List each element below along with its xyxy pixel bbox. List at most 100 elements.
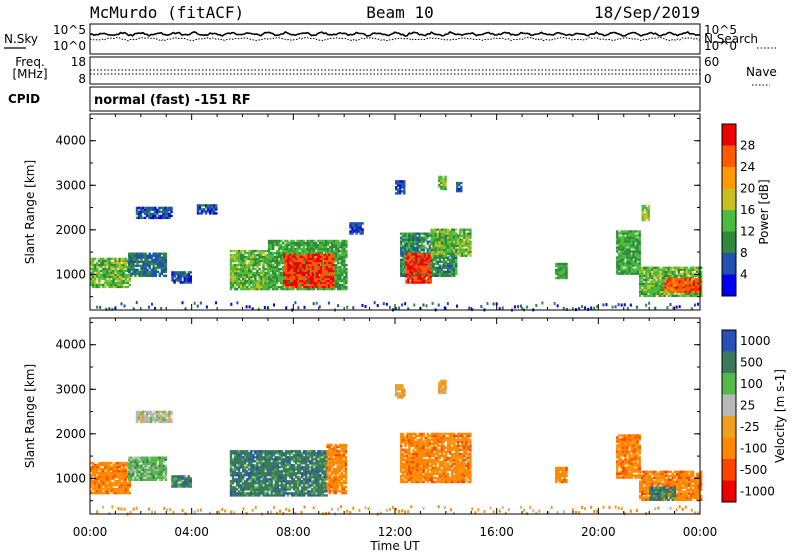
- heatmap-cell: [146, 254, 149, 257]
- heatmap-cell: [282, 245, 285, 249]
- heatmap-cell: [177, 277, 180, 280]
- heatmap-cell: [266, 257, 269, 261]
- heatmap-cell: [160, 458, 164, 461]
- heatmap-cell: [643, 206, 646, 210]
- heatmap-cell: [98, 269, 101, 273]
- heatmap-cell: [96, 275, 99, 279]
- heatmap-cell: [440, 238, 444, 241]
- heatmap-cell: [120, 489, 123, 493]
- heatmap-cell: [343, 249, 346, 253]
- heatmap-cell: [694, 278, 698, 281]
- heatmap-cell: [678, 280, 681, 283]
- heatmap-cell: [676, 286, 679, 289]
- heatmap-cell: [653, 270, 656, 273]
- heatmap-cell: [453, 272, 456, 275]
- heatmap-cell: [647, 290, 650, 293]
- heatmap-cell: [100, 491, 103, 495]
- heatmap-cell: [438, 274, 442, 277]
- heatmap-cell: [432, 234, 435, 237]
- heatmap-cell: [308, 245, 311, 249]
- heatmap-cell: [622, 260, 625, 263]
- heatmap-cell: [463, 234, 466, 237]
- heatmap-cell: [144, 458, 147, 461]
- heatmap-cell: [183, 477, 186, 480]
- heatmap-cell: [158, 456, 161, 459]
- heatmap-cell: [237, 267, 241, 271]
- heatmap-cell: [104, 277, 107, 281]
- heatmap-cell: [126, 279, 129, 283]
- heatmap-cell: [327, 265, 331, 269]
- heatmap-cell: [269, 253, 273, 257]
- heatmap-cell: [148, 472, 151, 475]
- heatmap-cell: [343, 241, 346, 245]
- heatmap-cell: [160, 460, 164, 463]
- heatmap-cell: [312, 241, 316, 245]
- heatmap-cell: [456, 187, 459, 191]
- heatmap-cell: [134, 468, 137, 471]
- heatmap-cell: [299, 265, 302, 269]
- ground-scatter-cell: [614, 305, 617, 309]
- heatmap-cell: [636, 234, 639, 237]
- heatmap-cell: [632, 242, 635, 245]
- heatmap-cell: [400, 262, 403, 265]
- heatmap-cell: [267, 243, 271, 247]
- power-ylabel: Slant Range [km]: [23, 160, 37, 264]
- heatmap-cell: [262, 249, 265, 253]
- heatmap-cell: [328, 241, 332, 245]
- heatmap-cell: [128, 458, 131, 461]
- heatmap-cell: [100, 477, 103, 481]
- heatmap-cell: [641, 280, 644, 283]
- heatmap-cell: [329, 281, 333, 285]
- heatmap-cell: [626, 240, 629, 243]
- heatmap-cell: [321, 279, 325, 283]
- heatmap-cell: [307, 259, 310, 263]
- heatmap-cell: [349, 226, 352, 229]
- heatmap-cell: [280, 259, 283, 263]
- heatmap-cell: [645, 288, 648, 291]
- heatmap-cell: [684, 278, 688, 281]
- heatmap-cell: [110, 271, 113, 275]
- heatmap-cell: [175, 279, 178, 282]
- heatmap-cell: [649, 266, 652, 269]
- heatmap-cell: [120, 267, 123, 271]
- heatmap-cell: [427, 259, 430, 262]
- heatmap-cell: [154, 462, 157, 465]
- heatmap-cell: [244, 275, 247, 279]
- heatmap-cell: [158, 470, 161, 473]
- heatmap-cell: [679, 292, 683, 295]
- heatmap-cell: [415, 267, 418, 270]
- heatmap-cell: [242, 265, 245, 269]
- heatmap-cell: [331, 245, 334, 249]
- heatmap-cell: [446, 240, 450, 243]
- heatmap-cell: [331, 241, 334, 245]
- heatmap-cell: [112, 487, 115, 491]
- heatmap-cell: [150, 214, 153, 218]
- ground-scatter-cell: [675, 305, 678, 309]
- heatmap-cell: [622, 232, 625, 235]
- heatmap-cell: [448, 232, 452, 235]
- heatmap-cell: [655, 284, 658, 287]
- heatmap-cell: [343, 285, 346, 289]
- heatmap-cell: [428, 248, 431, 251]
- heatmap-cell: [446, 234, 450, 237]
- heatmap-cell: [124, 477, 127, 481]
- heatmap-cell: [677, 268, 680, 271]
- heatmap-cell: [678, 288, 681, 291]
- heatmap-cell: [284, 247, 287, 251]
- heatmap-cell: [693, 294, 697, 297]
- heatmap-cell: [175, 481, 178, 484]
- heatmap-cell: [136, 254, 139, 257]
- heatmap-cell: [267, 271, 271, 275]
- heatmap-cell: [135, 208, 139, 212]
- heatmap-cell: [335, 269, 338, 273]
- heatmap-cell: [626, 256, 629, 259]
- heatmap-cell: [272, 267, 275, 271]
- heatmap-cell: [685, 292, 689, 295]
- heatmap-cell: [94, 479, 97, 483]
- heatmap-cell: [106, 471, 109, 475]
- heatmap-cell: [673, 276, 676, 279]
- heatmap-cell: [616, 248, 619, 251]
- heatmap-cell: [465, 248, 468, 251]
- heatmap-cell: [655, 286, 658, 289]
- heatmap-cell: [657, 290, 660, 293]
